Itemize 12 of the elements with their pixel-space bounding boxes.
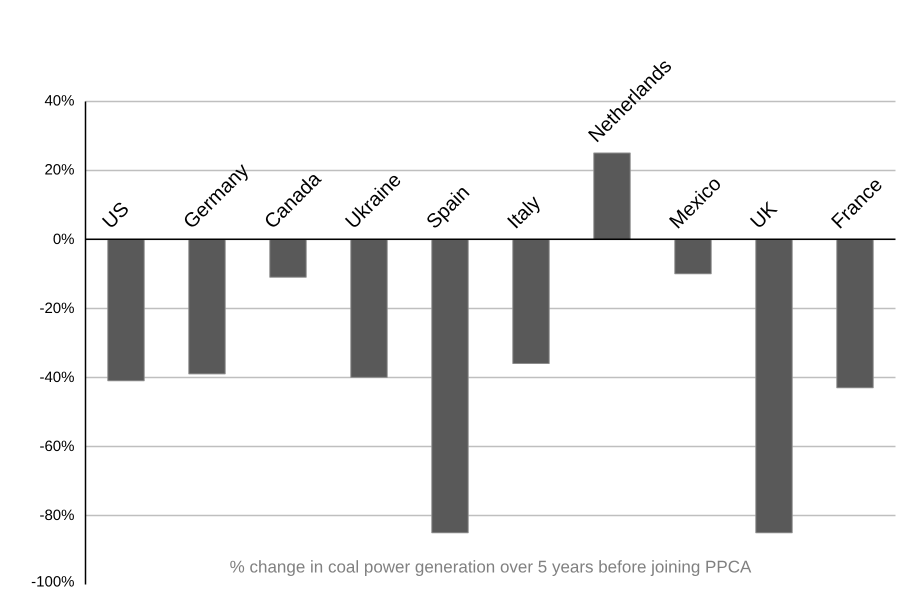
x-tick-label: Italy — [503, 192, 545, 234]
y-tick-label: -20% — [39, 300, 75, 317]
y-tick-label: -100% — [31, 574, 74, 590]
annotation: % change in coal power generation over 5 years before joining PPCA — [230, 558, 752, 576]
y-tick-label: -60% — [39, 438, 75, 455]
y-tick-label: 40% — [44, 92, 75, 110]
x-tick-label: US — [98, 198, 134, 234]
y-tick-label: -40% — [39, 368, 75, 386]
y-tick-label: 0% — [52, 230, 75, 248]
y-tick-label: 20% — [44, 162, 75, 179]
x-tick-label: UK — [746, 198, 782, 234]
y-tick-label: -80% — [39, 506, 75, 524]
